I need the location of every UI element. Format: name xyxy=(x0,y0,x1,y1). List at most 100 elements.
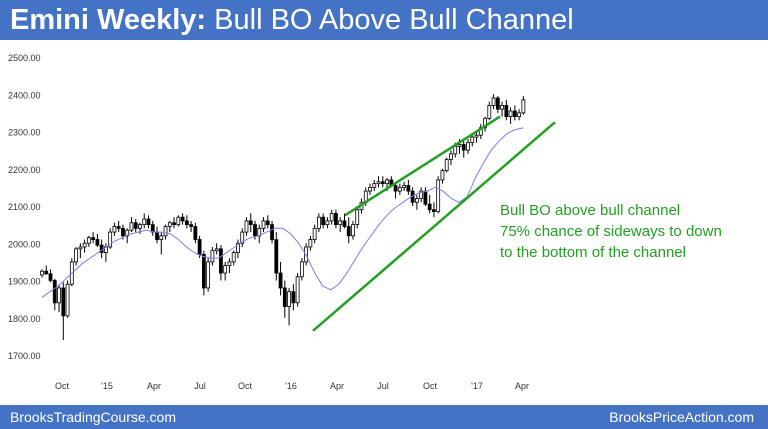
x-tick-label: Jul xyxy=(194,381,206,391)
candle xyxy=(427,194,432,214)
candle xyxy=(133,219,138,233)
candle xyxy=(155,226,159,244)
candle xyxy=(483,116,487,132)
y-tick-label: 2200.00 xyxy=(8,165,41,175)
candle xyxy=(368,183,372,195)
candle xyxy=(180,213,185,225)
annotation-line-3: to the bottom of the channel xyxy=(500,244,686,261)
candle xyxy=(325,217,330,229)
candle xyxy=(159,232,164,255)
x-tick-label: '16 xyxy=(285,381,297,391)
candle xyxy=(52,278,57,311)
candle xyxy=(244,217,249,236)
candle xyxy=(512,105,517,121)
candle xyxy=(240,228,245,247)
footer-banner: BrooksTradingCourse.com BrooksPriceActio… xyxy=(0,405,768,429)
x-tick-label: Oct xyxy=(238,381,253,391)
annotation-line-2: 75% chance of sideways to down xyxy=(500,223,722,240)
candle xyxy=(184,215,189,229)
x-tick-label: '15 xyxy=(101,381,113,391)
candle xyxy=(342,213,347,229)
candle xyxy=(116,220,121,233)
candle xyxy=(432,202,436,218)
candle xyxy=(261,217,266,233)
channel-top-line xyxy=(344,115,501,217)
candle xyxy=(346,217,351,244)
x-tick-label: Apr xyxy=(515,381,529,391)
candle xyxy=(65,280,70,318)
candle xyxy=(227,258,232,274)
x-tick-label: Apr xyxy=(147,381,161,391)
y-tick-label: 2500.00 xyxy=(8,53,41,63)
x-axis: Oct '15 Apr Jul Oct '16 Apr Jul Oct '17 Apr xyxy=(55,381,529,391)
candle xyxy=(316,213,321,233)
candle xyxy=(461,140,466,158)
candle xyxy=(334,209,338,229)
candle xyxy=(466,138,470,154)
candle xyxy=(74,246,78,266)
candle xyxy=(478,124,483,139)
y-tick-label: 2100.00 xyxy=(8,202,41,212)
x-tick-label: Oct xyxy=(55,381,70,391)
y-tick-label: 1800.00 xyxy=(8,314,41,324)
candle xyxy=(449,150,453,166)
title-bold: Emini Weekly: xyxy=(10,4,207,36)
candle xyxy=(95,233,100,247)
candle xyxy=(278,261,283,296)
annotation-line-1: Bull BO above bull channel xyxy=(500,202,681,219)
candle xyxy=(270,220,274,244)
candle xyxy=(99,239,104,259)
footer-left-site: BrooksTradingCourse.com xyxy=(10,409,176,425)
channel-lines xyxy=(312,115,556,332)
candle xyxy=(351,220,355,240)
chart-annotation: Bull BO above bull channel 75% chance of… xyxy=(500,200,722,263)
candle xyxy=(91,232,96,244)
ma-line xyxy=(41,127,524,298)
x-tick-label: '17 xyxy=(471,381,483,391)
candle xyxy=(282,280,287,318)
candle xyxy=(402,181,407,192)
candle xyxy=(78,243,83,259)
candle xyxy=(487,101,492,121)
candle xyxy=(82,239,87,253)
candle xyxy=(167,220,172,233)
candle xyxy=(210,246,215,266)
candle xyxy=(517,109,522,121)
candle xyxy=(491,94,496,110)
candle xyxy=(329,209,334,225)
candle xyxy=(57,284,61,313)
candle xyxy=(129,217,134,233)
y-tick-label: 1700.00 xyxy=(8,351,41,361)
candle xyxy=(48,269,53,283)
candle xyxy=(189,220,194,233)
candle xyxy=(265,215,270,229)
candle xyxy=(521,96,526,115)
candle xyxy=(219,245,223,281)
y-axis: 2500.00 2400.00 2300.00 2200.00 2100.00 2000.… xyxy=(8,53,41,361)
candle xyxy=(287,287,291,326)
candle xyxy=(206,258,211,292)
candle xyxy=(142,213,147,229)
candle xyxy=(440,168,445,184)
candle xyxy=(61,282,66,341)
candle xyxy=(40,269,44,278)
candle xyxy=(44,265,49,275)
candle xyxy=(423,187,428,206)
candle xyxy=(236,239,240,259)
page-title: Emini Weekly: Bull BO Above Bull Channel xyxy=(10,2,574,38)
candle xyxy=(86,235,91,247)
channel-bottom-line xyxy=(312,121,556,332)
candle xyxy=(508,107,513,125)
candle xyxy=(291,284,296,311)
candle xyxy=(146,215,151,229)
candle xyxy=(163,224,168,240)
candle xyxy=(372,179,377,192)
candle xyxy=(397,183,402,195)
x-tick-label: Oct xyxy=(423,381,438,391)
candle xyxy=(500,101,504,117)
x-tick-label: Apr xyxy=(330,381,344,391)
candle xyxy=(414,194,419,210)
moving-average xyxy=(41,127,524,298)
candle xyxy=(308,235,313,251)
candle xyxy=(321,213,326,229)
